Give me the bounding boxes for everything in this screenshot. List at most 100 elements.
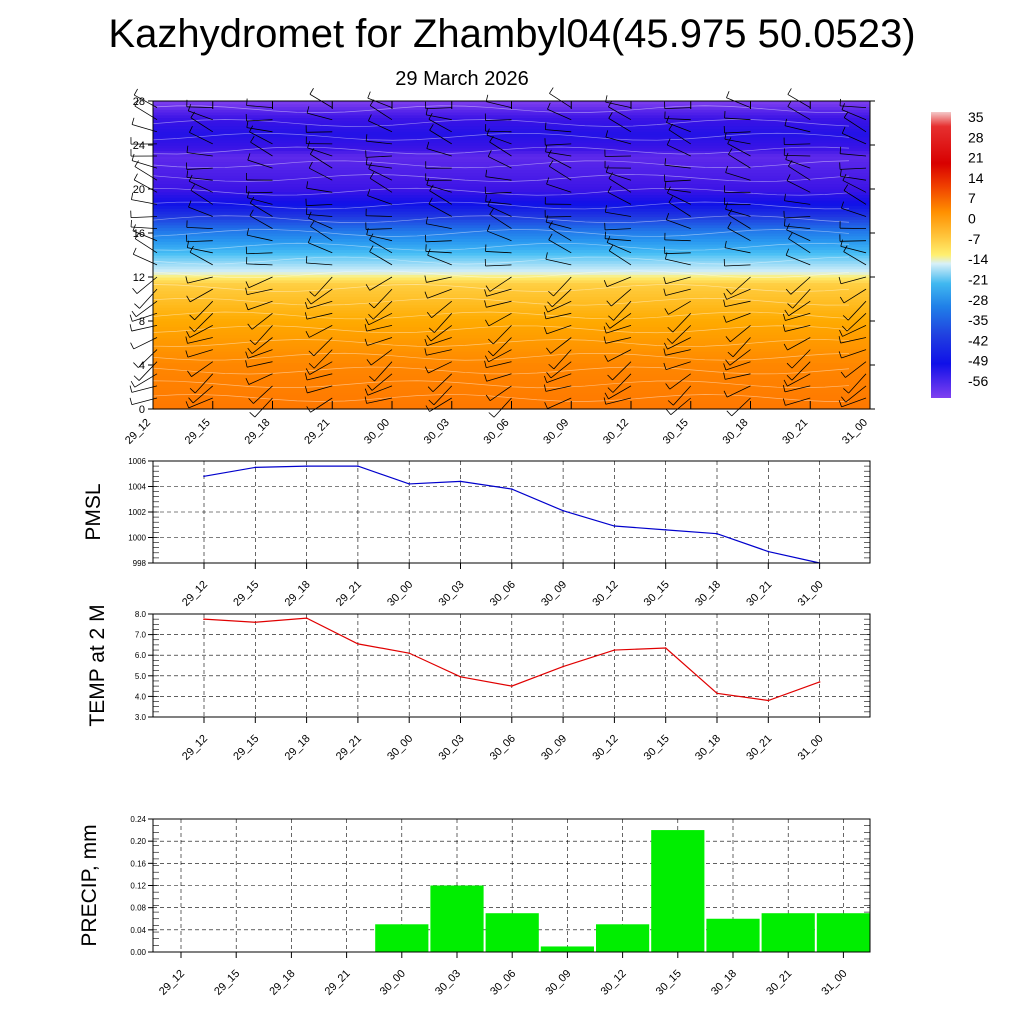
- precip-bar: [375, 924, 429, 952]
- x-tick-label: 31_00: [796, 733, 826, 763]
- data-point: [408, 483, 411, 485]
- wind-barb-flag: [369, 245, 374, 252]
- x-tick-label: 29_18: [243, 417, 273, 447]
- x-tick-label: 30_12: [599, 968, 629, 998]
- wind-barb: [485, 130, 512, 133]
- heatmap-cell: [153, 290, 870, 295]
- contour-line: [152, 132, 850, 141]
- wind-barb-flag: [788, 232, 793, 239]
- wind-barb-flag: [246, 120, 249, 128]
- wind-barb-flag: [426, 335, 432, 342]
- colorbar-label: -42: [968, 332, 988, 348]
- wind-barb: [247, 197, 273, 205]
- wind-barb: [433, 385, 453, 406]
- wind-barb: [306, 187, 333, 193]
- wind-barb-flag: [305, 207, 308, 215]
- wind-barb: [186, 167, 213, 170]
- wind-barb: [727, 143, 751, 157]
- wind-barb-flag: [605, 165, 609, 173]
- wind-barb: [724, 300, 751, 308]
- heatmap-cell: [153, 348, 870, 352]
- wind-barb-flag: [726, 91, 730, 98]
- wind-barb-flag: [132, 247, 137, 255]
- wind-barb: [429, 129, 452, 145]
- wind-barb-flag: [603, 280, 608, 287]
- data-point: [716, 692, 718, 695]
- wind-barb: [841, 207, 867, 217]
- wind-barb-flag: [547, 149, 552, 157]
- wind-barb-flag: [247, 347, 253, 354]
- y-tick-label: 6.0: [135, 651, 147, 660]
- wind-barb-flag: [185, 401, 190, 409]
- wind-barb: [843, 288, 867, 304]
- wind-barb-flag: [307, 141, 311, 149]
- x-tick-label: 30_12: [590, 579, 620, 609]
- wind-barb: [670, 397, 692, 416]
- data-point: [664, 647, 667, 649]
- wind-barb-flag: [186, 170, 189, 178]
- x-tick-label: 29_21: [334, 579, 364, 609]
- colorbar-label: 35: [968, 109, 984, 125]
- wind-barb: [139, 288, 158, 309]
- heatmap-cell: [153, 271, 870, 275]
- wind-barb: [845, 385, 867, 403]
- heatmap-cell: [153, 389, 870, 394]
- y-tick-label: 1006: [128, 457, 146, 466]
- wind-barb-flag: [189, 314, 195, 321]
- wind-barb: [369, 251, 393, 266]
- wind-barb-flag: [308, 363, 315, 369]
- wind-barb-flag: [787, 303, 793, 309]
- heatmap-cell: [153, 161, 870, 165]
- wind-barb: [725, 208, 751, 217]
- wind-barb-flag: [843, 245, 848, 252]
- heatmap-cell: [153, 172, 870, 176]
- wind-barb: [725, 312, 751, 323]
- x-tick-label: 29_18: [267, 968, 297, 998]
- y-axis-label: PRECIP, mm: [78, 824, 101, 946]
- heatmap-cell: [153, 224, 870, 229]
- wind-barb-flag: [544, 375, 548, 383]
- wind-barb-flag: [667, 326, 674, 333]
- wind-barb-flag: [727, 208, 733, 216]
- wind-barb: [545, 151, 572, 157]
- heatmap-cell: [153, 216, 870, 220]
- wind-barb: [249, 215, 273, 229]
- x-tick-label: 29_12: [157, 968, 187, 998]
- wind-barb: [846, 313, 867, 332]
- x-tick-label: 30_00: [385, 733, 415, 763]
- wind-barb: [725, 373, 751, 380]
- wind-barb: [605, 101, 632, 108]
- wind-barb-flag: [726, 288, 732, 295]
- data-point: [562, 665, 564, 668]
- wind-barb: [314, 276, 333, 297]
- wind-barb-flag: [664, 308, 669, 315]
- wind-barb: [485, 264, 512, 267]
- wind-barb: [186, 226, 213, 229]
- wind-barb: [667, 144, 691, 157]
- wind-barb-flag: [485, 285, 491, 292]
- heatmap-cell: [153, 186, 870, 190]
- data-point: [511, 488, 513, 490]
- wind-barb: [306, 373, 333, 381]
- wind-barb: [545, 312, 572, 320]
- wind-barb-flag: [785, 152, 789, 160]
- heatmap-cell: [153, 244, 870, 248]
- wind-barb: [724, 247, 751, 254]
- wind-barb-flag: [838, 351, 842, 359]
- wind-barb-flag: [841, 103, 846, 110]
- contour-line: [152, 187, 850, 196]
- wind-barb-flag: [133, 362, 139, 368]
- wind-barb: [545, 221, 572, 229]
- wind-barb-flag: [549, 87, 554, 94]
- wind-barb: [366, 140, 393, 145]
- wind-barb-flag: [364, 388, 369, 396]
- wind-barb-flag: [667, 400, 674, 406]
- wind-barb: [729, 349, 751, 366]
- heatmap-cell: [153, 233, 870, 237]
- x-tick-label: 29_21: [334, 733, 364, 763]
- wind-barb: [313, 349, 333, 369]
- wind-barb-flag: [782, 398, 786, 406]
- wind-barb-flag: [134, 232, 140, 239]
- y-tick-label: 1002: [128, 508, 146, 517]
- heatmap-cell: [153, 307, 870, 311]
